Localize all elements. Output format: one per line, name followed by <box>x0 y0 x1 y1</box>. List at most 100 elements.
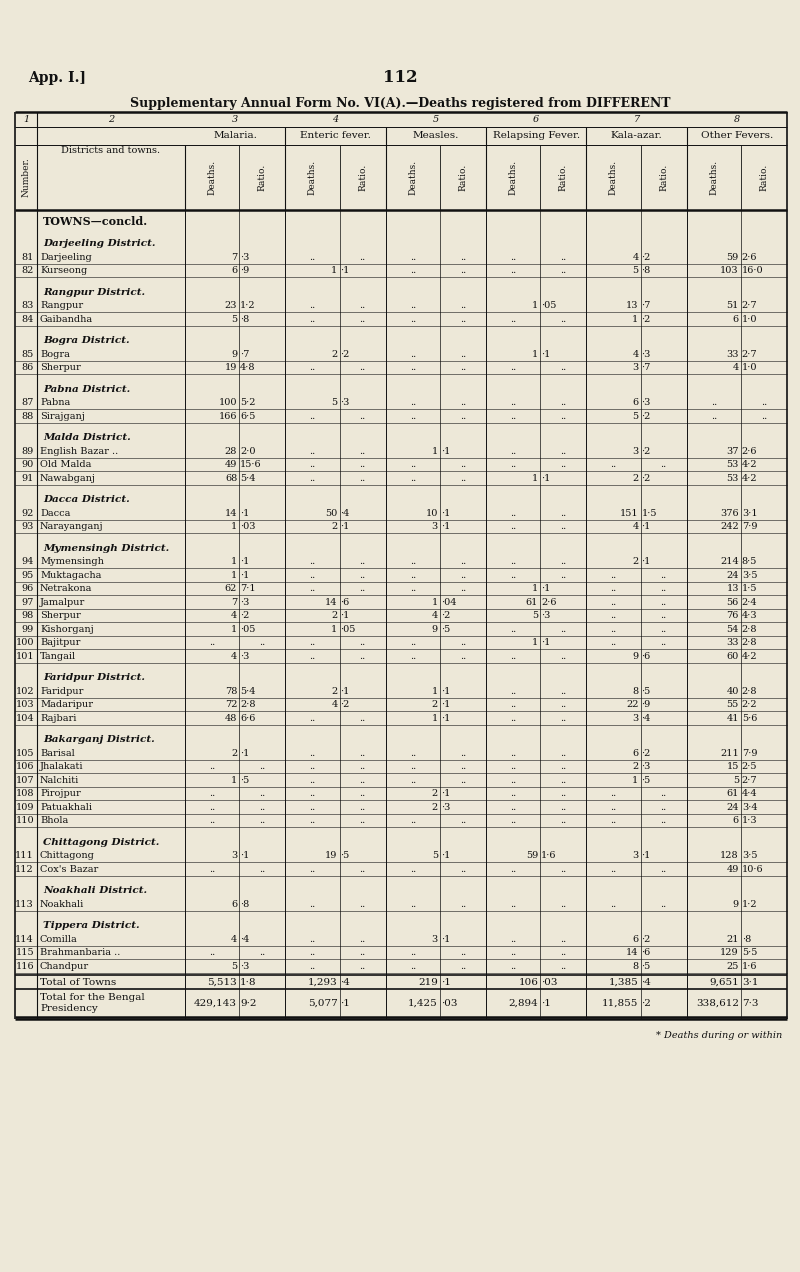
Text: Dacca: Dacca <box>40 509 70 518</box>
Text: 7·9: 7·9 <box>742 523 758 532</box>
Text: ·04: ·04 <box>441 598 456 607</box>
Text: Kala-azar.: Kala-azar. <box>610 131 662 140</box>
Text: Ratio.: Ratio. <box>458 164 467 191</box>
Text: ·05: ·05 <box>240 625 255 633</box>
Text: ..: .. <box>460 962 466 971</box>
Text: 1,293: 1,293 <box>308 978 338 987</box>
Text: ..: .. <box>560 749 566 758</box>
Text: ..: .. <box>310 762 315 771</box>
Text: ·1: ·1 <box>441 790 450 799</box>
Text: 9: 9 <box>231 350 237 359</box>
Text: 15: 15 <box>726 762 739 771</box>
Text: 82: 82 <box>22 266 34 276</box>
Text: ..: .. <box>359 749 366 758</box>
Text: 94: 94 <box>22 557 34 566</box>
Text: ..: .. <box>310 474 315 483</box>
Text: 10·6: 10·6 <box>742 865 763 874</box>
Text: ..: .. <box>460 364 466 373</box>
Text: 5: 5 <box>433 114 439 123</box>
Text: ..: .. <box>359 639 366 647</box>
Text: 1: 1 <box>532 350 538 359</box>
Text: ..: .. <box>359 571 366 580</box>
Text: Chittagong District.: Chittagong District. <box>43 838 159 847</box>
Text: Ratio.: Ratio. <box>759 164 769 191</box>
Text: 5·2: 5·2 <box>240 398 256 407</box>
Text: ·1: ·1 <box>642 523 651 532</box>
Text: 4·8: 4·8 <box>240 364 256 373</box>
Text: 89: 89 <box>22 446 34 455</box>
Text: ..: .. <box>510 803 516 812</box>
Text: 5,513: 5,513 <box>207 978 237 987</box>
Text: ..: .. <box>259 865 266 874</box>
Text: 103: 103 <box>720 266 739 276</box>
Text: 338,612: 338,612 <box>696 999 739 1007</box>
Text: 2·0: 2·0 <box>240 446 256 455</box>
Text: ..: .. <box>460 398 466 407</box>
Text: ·8: ·8 <box>240 899 250 909</box>
Text: ..: .. <box>359 776 366 785</box>
Text: ..: .. <box>510 790 516 799</box>
Text: 211: 211 <box>720 749 739 758</box>
Text: 1: 1 <box>331 625 338 633</box>
Text: ·1: ·1 <box>441 687 450 696</box>
Text: ..: .. <box>510 266 516 276</box>
Text: ..: .. <box>410 398 416 407</box>
Text: ·1: ·1 <box>240 749 250 758</box>
Text: 5·4: 5·4 <box>240 474 256 483</box>
Text: ..: .. <box>259 949 266 958</box>
Text: 102: 102 <box>15 687 34 696</box>
Text: 1·0: 1·0 <box>742 364 758 373</box>
Text: 61: 61 <box>526 598 538 607</box>
Text: Jhalakati: Jhalakati <box>40 762 83 771</box>
Text: 4: 4 <box>632 523 638 532</box>
Text: 14: 14 <box>225 509 237 518</box>
Text: Bhola: Bhola <box>40 817 68 826</box>
Text: Barisal: Barisal <box>40 749 74 758</box>
Text: Other Fevers.: Other Fevers. <box>701 131 773 140</box>
Text: Mymensingh District.: Mymensingh District. <box>43 544 170 553</box>
Text: ..: .. <box>510 509 516 518</box>
Text: ·05: ·05 <box>341 625 356 633</box>
Text: 6: 6 <box>632 935 638 944</box>
Text: ..: .. <box>510 935 516 944</box>
Text: Bajitpur: Bajitpur <box>40 639 80 647</box>
Text: Tippera District.: Tippera District. <box>43 921 140 930</box>
Text: 23: 23 <box>225 301 237 310</box>
Text: 2: 2 <box>431 803 438 812</box>
Text: ..: .. <box>560 935 566 944</box>
Text: English Bazar ..: English Bazar .. <box>40 446 118 455</box>
Text: 19: 19 <box>225 364 237 373</box>
Text: Malda District.: Malda District. <box>43 434 130 443</box>
Text: 1·6: 1·6 <box>541 851 557 860</box>
Text: ..: .. <box>510 762 516 771</box>
Text: Ratio.: Ratio. <box>659 164 668 191</box>
Text: 1: 1 <box>431 714 438 722</box>
Text: Bogra District.: Bogra District. <box>43 336 130 346</box>
Text: 2: 2 <box>231 749 237 758</box>
Text: 53: 53 <box>726 474 739 483</box>
Text: ·3: ·3 <box>240 653 250 661</box>
Text: 78: 78 <box>225 687 237 696</box>
Text: ·1: ·1 <box>441 851 450 860</box>
Text: ..: .. <box>259 803 266 812</box>
Text: 9: 9 <box>432 625 438 633</box>
Text: ..: .. <box>460 301 466 310</box>
Text: 3·1: 3·1 <box>742 509 758 518</box>
Text: 2: 2 <box>632 762 638 771</box>
Text: ..: .. <box>209 639 215 647</box>
Text: Total of Towns: Total of Towns <box>40 978 116 987</box>
Text: Darjeeling: Darjeeling <box>40 253 92 262</box>
Text: Cox's Bazar: Cox's Bazar <box>40 865 98 874</box>
Text: ..: .. <box>359 653 366 661</box>
Text: ·3: ·3 <box>341 398 350 407</box>
Text: 128: 128 <box>720 851 739 860</box>
Text: ..: .. <box>560 790 566 799</box>
Text: ..: .. <box>259 790 266 799</box>
Text: 5: 5 <box>733 776 739 785</box>
Text: ·1: ·1 <box>642 851 651 860</box>
Text: ..: .. <box>310 714 315 722</box>
Text: 111: 111 <box>15 851 34 860</box>
Text: ..: .. <box>310 949 315 958</box>
Text: ·3: ·3 <box>642 398 651 407</box>
Text: 51: 51 <box>726 301 739 310</box>
